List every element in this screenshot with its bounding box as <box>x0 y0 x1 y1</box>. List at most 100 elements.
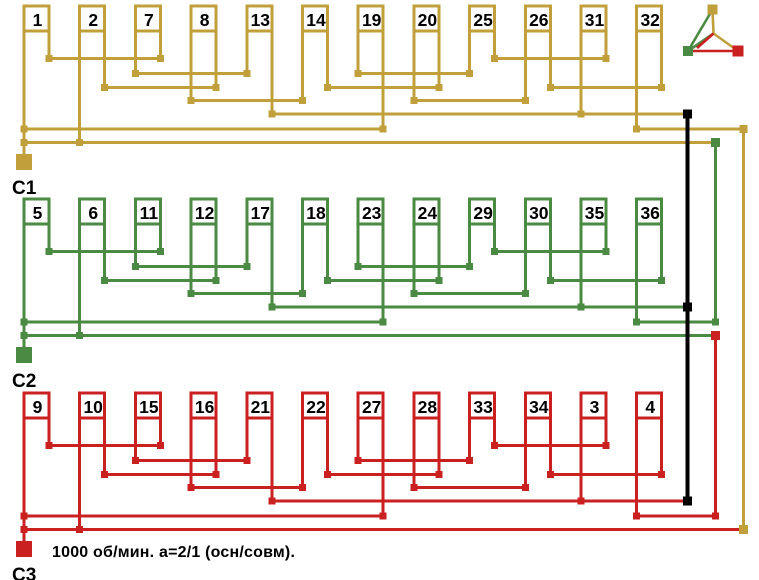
junction-node <box>658 470 666 478</box>
coil-number: 4 <box>645 397 655 417</box>
coil-number: 18 <box>306 203 326 223</box>
icon-terminal-square <box>732 45 744 57</box>
coil-number: 35 <box>585 203 605 223</box>
junction-node <box>20 332 28 340</box>
coil-box <box>78 4 107 33</box>
coil-box <box>133 4 162 33</box>
coil-box <box>523 197 552 226</box>
junction-node <box>712 318 720 326</box>
junction-node <box>711 331 721 341</box>
junction-node <box>299 97 306 105</box>
coil-number: 23 <box>362 203 382 223</box>
icon-line <box>696 32 715 49</box>
junction-node <box>299 484 306 492</box>
icon-terminal-square <box>707 4 718 15</box>
star-point-node <box>683 109 692 119</box>
junction-node <box>633 512 641 520</box>
coil-number: 19 <box>362 10 382 30</box>
coil-number: 9 <box>33 397 43 417</box>
phase-terminal-square <box>16 541 32 557</box>
coil-box <box>245 391 274 420</box>
junction-node <box>187 484 195 492</box>
junction-node <box>379 318 387 326</box>
junction-node <box>212 276 220 284</box>
coil-number: 10 <box>83 397 103 417</box>
junction-node <box>546 276 554 284</box>
coil-box <box>245 4 274 33</box>
junction-node <box>101 470 109 478</box>
coil-box <box>189 4 218 33</box>
junction-node <box>658 276 666 284</box>
coil-box <box>468 4 497 33</box>
junction-node <box>711 138 721 148</box>
coil-box <box>301 391 329 420</box>
junction-node <box>521 484 529 492</box>
junction-node <box>268 303 276 311</box>
junction-node <box>435 83 443 91</box>
coil-number: 14 <box>306 10 326 30</box>
junction-node <box>633 125 641 133</box>
junction-node <box>20 318 28 326</box>
coil-number: 24 <box>418 203 438 223</box>
terminal-label: С3 <box>12 565 36 580</box>
junction-node <box>521 97 529 105</box>
junction-node <box>354 69 362 77</box>
coil-box <box>301 197 329 226</box>
coil-number: 15 <box>139 397 159 417</box>
coil-box <box>133 391 162 420</box>
coil-number: 34 <box>529 397 549 417</box>
junction-node <box>324 276 331 284</box>
terminal-label: С2 <box>12 371 36 392</box>
junction-node <box>602 55 610 63</box>
coil-box <box>468 197 497 226</box>
coil-number: 16 <box>195 397 215 417</box>
coil-number: 8 <box>200 10 210 30</box>
junction-node <box>410 484 418 492</box>
junction-node <box>45 442 53 450</box>
coil-number: 13 <box>251 10 271 30</box>
star-point-node <box>683 496 692 506</box>
junction-node <box>491 248 499 256</box>
junction-node <box>577 303 585 311</box>
coil-box <box>356 197 385 226</box>
coil-box <box>635 4 664 33</box>
junction-node <box>633 318 641 326</box>
junction-node <box>410 290 418 298</box>
junction-node <box>738 525 748 535</box>
coil-box <box>22 391 51 420</box>
junction-node <box>156 248 164 256</box>
junction-node <box>156 55 164 63</box>
coil-number: 28 <box>418 397 438 417</box>
junction-node <box>20 139 28 147</box>
junction-node <box>187 97 195 105</box>
coil-number: 12 <box>195 203 215 223</box>
junction-node <box>156 442 164 450</box>
junction-node <box>521 290 529 298</box>
coil-box <box>579 391 608 420</box>
junction-node <box>76 332 84 340</box>
coil-number: 17 <box>251 203 270 223</box>
junction-node <box>410 97 418 105</box>
junction-node <box>76 139 84 147</box>
junction-node <box>546 83 554 91</box>
junction-node <box>131 69 139 77</box>
junction-node <box>243 262 251 270</box>
coil-box <box>78 391 107 420</box>
coil-box <box>468 391 497 420</box>
coil-number: 6 <box>88 203 98 223</box>
coil-number: 3 <box>590 397 600 417</box>
junction-node <box>435 470 443 478</box>
coil-number: 36 <box>640 203 660 223</box>
junction-node <box>212 470 220 478</box>
coil-number: 27 <box>362 397 381 417</box>
junction-node <box>739 125 748 133</box>
junction-node <box>268 497 276 505</box>
junction-node <box>602 442 610 450</box>
coil-number: 21 <box>251 397 271 417</box>
junction-node <box>658 83 666 91</box>
coil-box <box>356 4 385 33</box>
junction-node <box>324 83 331 91</box>
junction-node <box>577 110 585 118</box>
junction-node <box>101 276 109 284</box>
junction-node <box>379 125 387 133</box>
